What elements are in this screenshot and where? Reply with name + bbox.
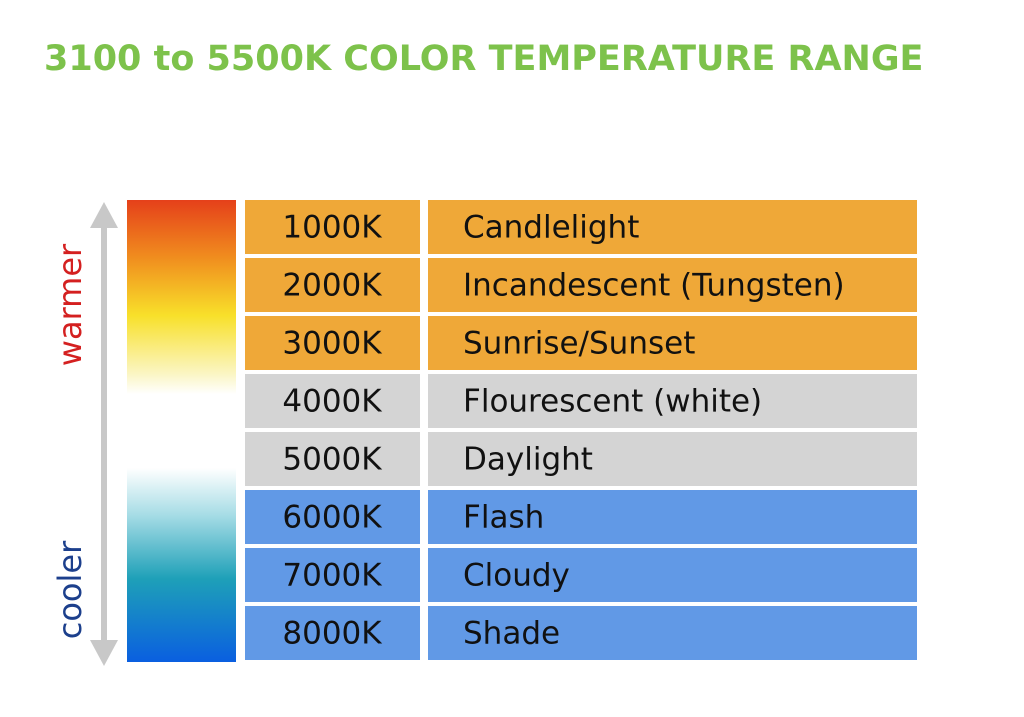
arrow: [90, 202, 118, 666]
table: 1000K Candlelight 2000K Incandescent (Tungs…: [245, 200, 917, 660]
kelvin-cell: [245, 258, 420, 312]
warmer-label: warmer: [51, 243, 89, 366]
kelvin-cell: [245, 374, 420, 428]
kelvin-label: 7000K: [282, 558, 382, 594]
cooler-label: cooler: [51, 540, 89, 639]
kelvin-label: 3000K: [282, 326, 382, 362]
kelvin-cell: [245, 606, 420, 660]
description-label: Candlelight: [463, 210, 639, 246]
description-label: Cloudy: [463, 558, 570, 594]
kelvin-label: 5000K: [282, 442, 382, 478]
description-label: Shade: [463, 616, 560, 652]
description-cell: [428, 490, 917, 544]
kelvin-label: 1000K: [282, 210, 382, 246]
gradient-bar: [127, 200, 236, 662]
description-cell: [428, 316, 917, 370]
description-label: Sunrise/Sunset: [463, 326, 695, 362]
kelvin-label: 8000K: [282, 616, 382, 652]
kelvin-cell: [245, 432, 420, 486]
kelvin-label: 2000K: [282, 268, 382, 304]
description-cell: [428, 374, 917, 428]
description-cell: [428, 432, 917, 486]
description-label: Flash: [463, 500, 544, 536]
kelvin-label: 6000K: [282, 500, 382, 536]
description-cell: [428, 606, 917, 660]
kelvin-cell: [245, 316, 420, 370]
kelvin-cell: [245, 548, 420, 602]
description-cell: [428, 258, 917, 312]
kelvin-label: 4000K: [282, 384, 382, 420]
kelvin-cell: [245, 200, 420, 254]
description-label: Daylight: [463, 442, 593, 478]
title: 3100 to 5500K COLOR TEMPERATURE RANGE: [44, 39, 923, 79]
description-label: Flourescent (white): [463, 384, 762, 420]
kelvin-cell: [245, 490, 420, 544]
description-cell: [428, 548, 917, 602]
description-label: Incandescent (Tungsten): [463, 268, 845, 304]
description-cell: [428, 200, 917, 254]
